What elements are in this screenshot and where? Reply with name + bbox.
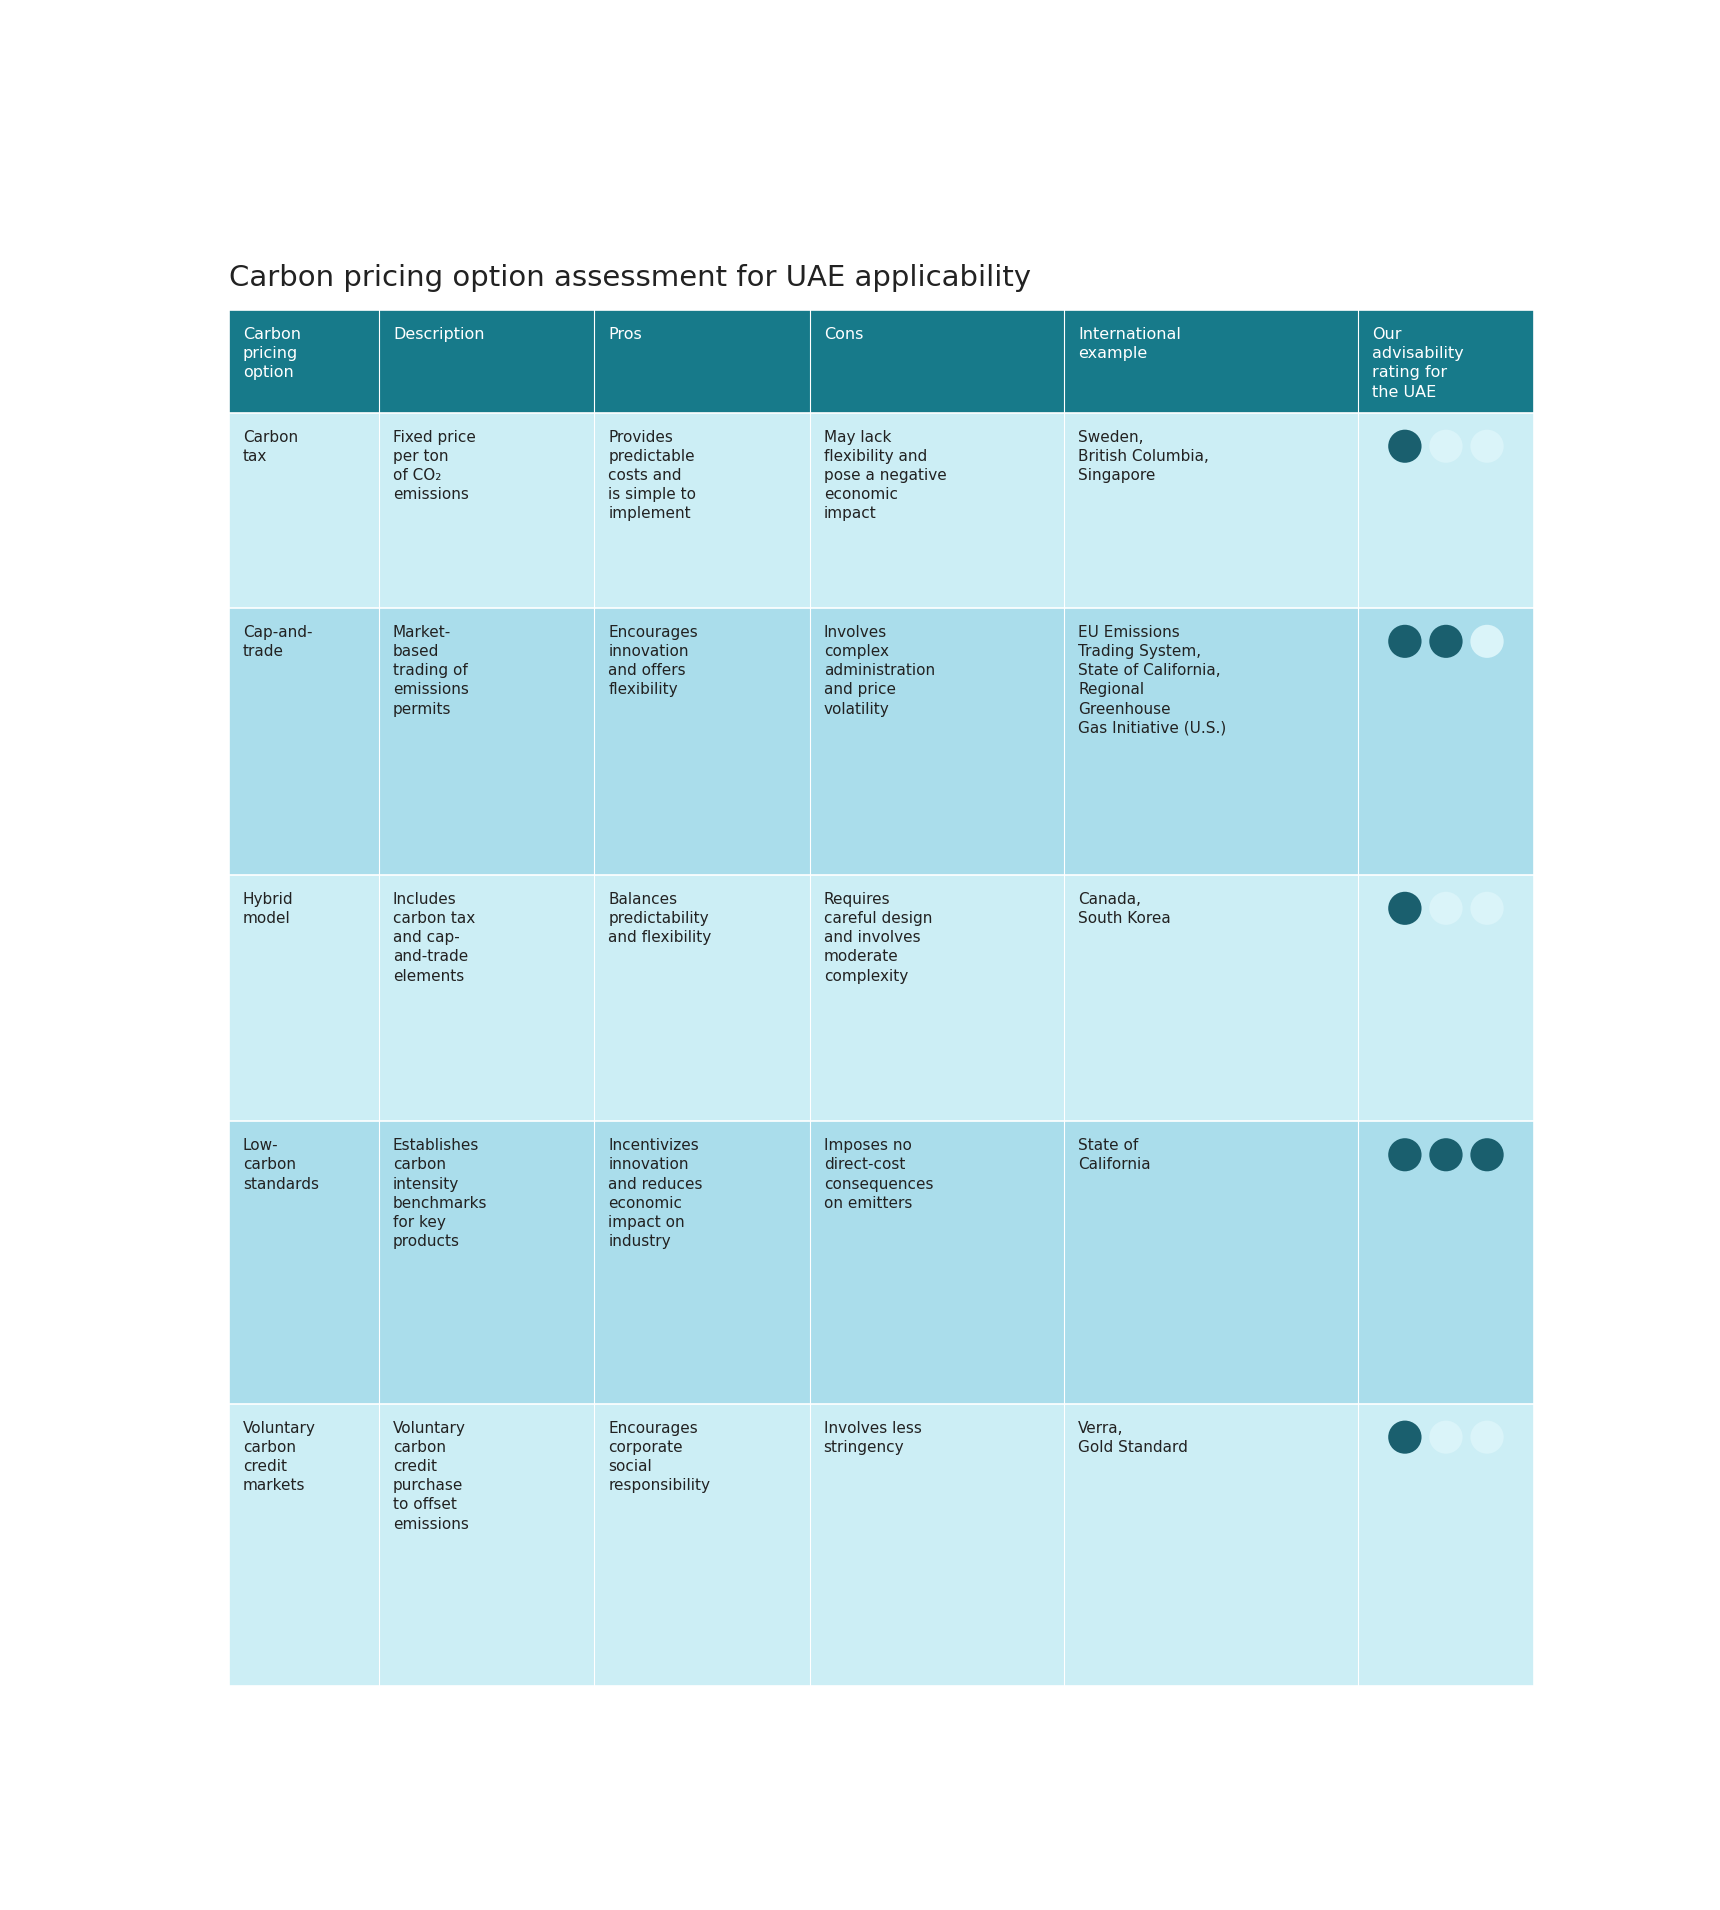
Text: Incentivizes
innovation
and reduces
economic
impact on
industry: Incentivizes innovation and reduces econ… <box>609 1138 703 1249</box>
Ellipse shape <box>1429 1421 1462 1454</box>
Text: Imposes no
direct-cost
consequences
on emitters: Imposes no direct-cost consequences on e… <box>824 1138 934 1211</box>
Text: Includes
carbon tax
and cap-
and-trade
elements: Includes carbon tax and cap- and-trade e… <box>392 892 475 984</box>
Ellipse shape <box>1471 625 1503 657</box>
Ellipse shape <box>1388 1421 1421 1454</box>
Text: Sweden,
British Columbia,
Singapore: Sweden, British Columbia, Singapore <box>1078 430 1209 483</box>
Ellipse shape <box>1471 892 1503 924</box>
Ellipse shape <box>1388 892 1421 924</box>
Text: Voluntary
carbon
credit
purchase
to offset
emissions: Voluntary carbon credit purchase to offs… <box>392 1421 470 1532</box>
Text: International
example: International example <box>1078 327 1182 361</box>
Text: Hybrid
model: Hybrid model <box>243 892 294 926</box>
Text: Verra,
Gold Standard: Verra, Gold Standard <box>1078 1421 1189 1455</box>
Text: Encourages
corporate
social
responsibility: Encourages corporate social responsibili… <box>609 1421 710 1494</box>
Text: Requires
careful design
and involves
moderate
complexity: Requires careful design and involves mod… <box>824 892 932 984</box>
Text: Description: Description <box>392 327 485 342</box>
Text: EU Emissions
Trading System,
State of California,
Regional
Greenhouse
Gas Initia: EU Emissions Trading System, State of Ca… <box>1078 625 1226 735</box>
Polygon shape <box>229 1121 1534 1404</box>
Ellipse shape <box>1471 1138 1503 1171</box>
Text: Encourages
innovation
and offers
flexibility: Encourages innovation and offers flexibi… <box>609 625 698 697</box>
Text: Cons: Cons <box>824 327 863 342</box>
Text: Fixed price
per ton
of CO₂
emissions: Fixed price per ton of CO₂ emissions <box>392 430 476 502</box>
Ellipse shape <box>1429 892 1462 924</box>
Text: Provides
predictable
costs and
is simple to
implement: Provides predictable costs and is simple… <box>609 430 697 521</box>
Polygon shape <box>229 1404 1534 1687</box>
Ellipse shape <box>1471 1421 1503 1454</box>
Text: Balances
predictability
and flexibility: Balances predictability and flexibility <box>609 892 712 945</box>
Text: Cap-and-
trade: Cap-and- trade <box>243 625 313 659</box>
Text: May lack
flexibility and
pose a negative
economic
impact: May lack flexibility and pose a negative… <box>824 430 946 521</box>
Polygon shape <box>229 413 1534 607</box>
Ellipse shape <box>1429 430 1462 462</box>
Polygon shape <box>229 607 1534 875</box>
Text: Market-
based
trading of
emissions
permits: Market- based trading of emissions permi… <box>392 625 470 716</box>
Ellipse shape <box>1471 430 1503 462</box>
Ellipse shape <box>1388 1138 1421 1171</box>
Text: Carbon pricing option assessment for UAE applicability: Carbon pricing option assessment for UAE… <box>229 264 1030 292</box>
Ellipse shape <box>1429 1138 1462 1171</box>
Text: Establishes
carbon
intensity
benchmarks
for key
products: Establishes carbon intensity benchmarks … <box>392 1138 487 1249</box>
Text: Carbon
tax: Carbon tax <box>243 430 298 464</box>
Polygon shape <box>229 309 1534 413</box>
Ellipse shape <box>1388 430 1421 462</box>
Ellipse shape <box>1429 625 1462 657</box>
Text: Involves less
stringency: Involves less stringency <box>824 1421 922 1455</box>
Text: Involves
complex
administration
and price
volatility: Involves complex administration and pric… <box>824 625 934 716</box>
Text: State of
California: State of California <box>1078 1138 1151 1173</box>
Text: Pros: Pros <box>609 327 642 342</box>
Text: Carbon
pricing
option: Carbon pricing option <box>243 327 301 380</box>
Text: Voluntary
carbon
credit
markets: Voluntary carbon credit markets <box>243 1421 316 1494</box>
Text: Low-
carbon
standards: Low- carbon standards <box>243 1138 318 1192</box>
Text: Canada,
South Korea: Canada, South Korea <box>1078 892 1171 926</box>
Polygon shape <box>229 875 1534 1121</box>
Text: Our
advisability
rating for
the UAE: Our advisability rating for the UAE <box>1373 327 1464 399</box>
Ellipse shape <box>1388 625 1421 657</box>
